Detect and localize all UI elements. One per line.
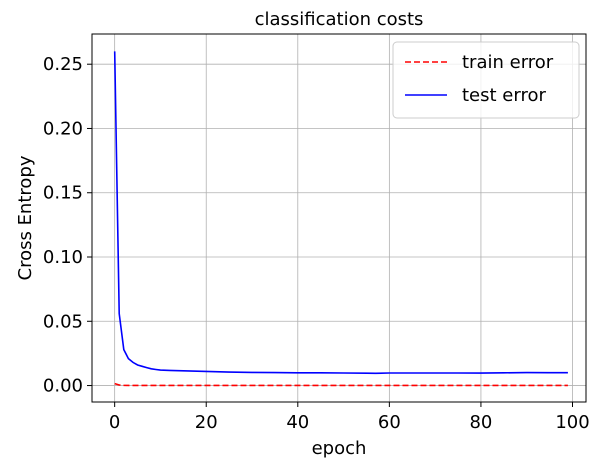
x-tick-label: 20 (195, 412, 218, 433)
x-axis-title: epoch (312, 438, 367, 459)
y-tick-label: 0.15 (43, 183, 83, 204)
x-tick-label: 0 (109, 412, 120, 433)
y-tick-label: 0.25 (43, 54, 83, 75)
series-line-2 (113, 51, 568, 375)
legend-label-2: test error (462, 85, 546, 106)
ticks: 0 20 40 60 80 100 0.00 0.05 0.10 0.15 0.20 0.25 (43, 54, 590, 433)
series-layer (113, 51, 568, 387)
chart-title: classification costs (255, 9, 424, 30)
y-tick-label: 0.05 (43, 311, 83, 332)
legend-box (392, 41, 580, 119)
series-line-1 (114, 382, 568, 387)
y-axis-title: Cross Entropy (15, 155, 36, 280)
x-tick-label: 40 (286, 412, 309, 433)
plot-frame (91, 33, 587, 403)
y-tick-label: 0.00 (43, 376, 83, 397)
x-tick-label: 100 (555, 412, 589, 433)
y-tick-label: 0.10 (43, 247, 83, 268)
x-tick-label: 80 (469, 412, 492, 433)
y-tick-label: 0.20 (43, 118, 83, 139)
legend: train error test error (392, 41, 580, 119)
x-tick-label: 60 (378, 412, 401, 433)
legend-label-1: train error (462, 52, 554, 73)
